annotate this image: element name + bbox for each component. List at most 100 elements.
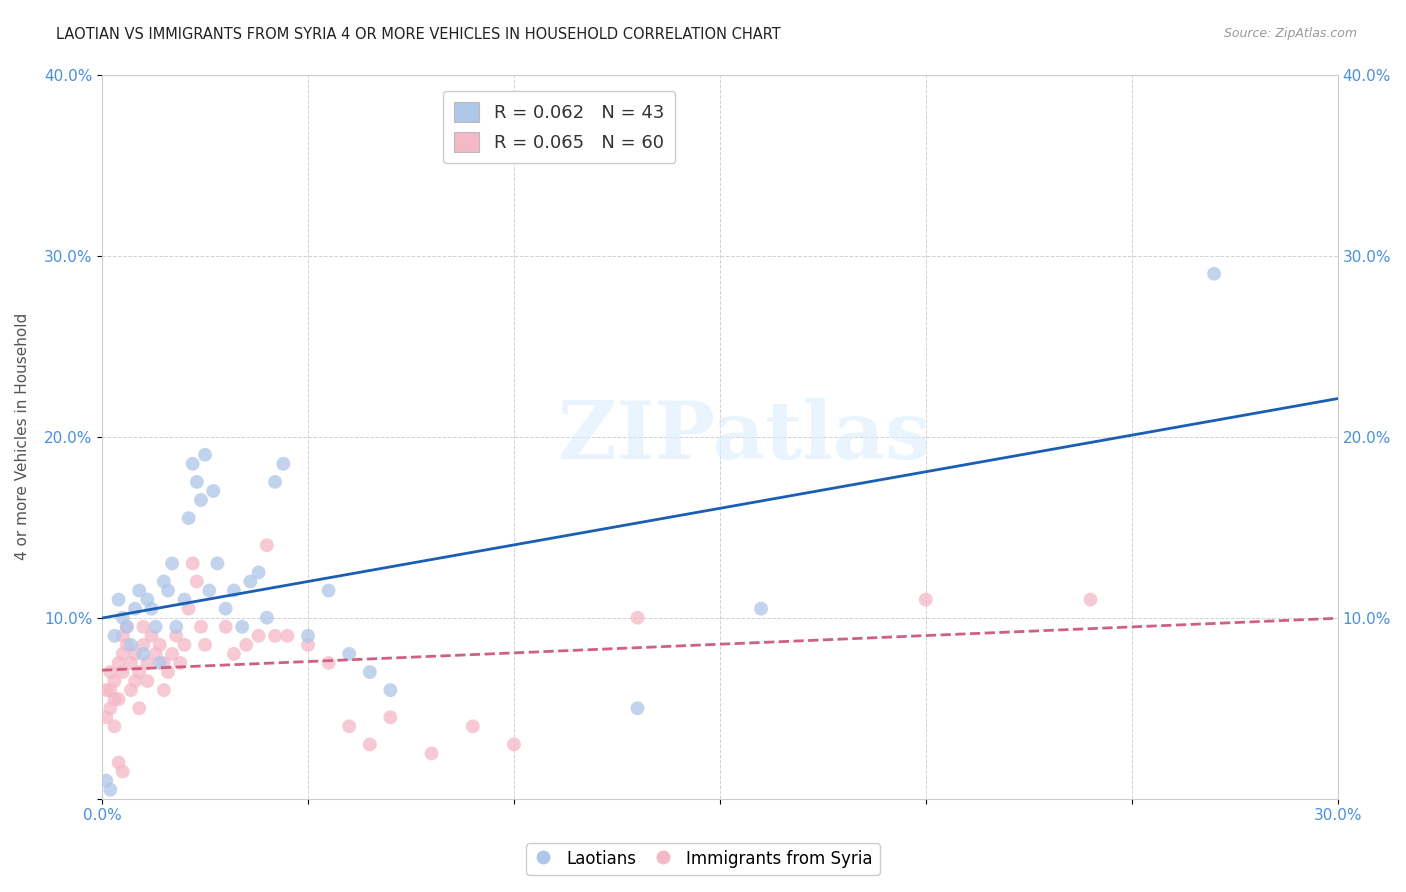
Point — [111, 629, 134, 643]
Point — [177, 511, 200, 525]
Point — [153, 683, 176, 698]
Point — [337, 647, 360, 661]
Point — [256, 538, 278, 552]
Point — [165, 629, 187, 643]
Point — [107, 592, 129, 607]
Point — [149, 638, 172, 652]
Point — [626, 701, 648, 715]
Point — [235, 638, 257, 652]
Point — [145, 647, 167, 661]
Point — [247, 629, 270, 643]
Point — [222, 647, 245, 661]
Point — [198, 583, 221, 598]
Point — [115, 620, 138, 634]
Point — [231, 620, 253, 634]
Point — [461, 719, 484, 733]
Point — [914, 592, 936, 607]
Text: ZIPatlas: ZIPatlas — [558, 398, 931, 475]
Point — [145, 620, 167, 634]
Point — [136, 674, 159, 689]
Point — [96, 683, 118, 698]
Point — [107, 656, 129, 670]
Point — [626, 610, 648, 624]
Point — [337, 719, 360, 733]
Point — [215, 601, 238, 615]
Point — [107, 692, 129, 706]
Point — [503, 738, 526, 752]
Point — [194, 448, 217, 462]
Point — [98, 782, 121, 797]
Text: Source: ZipAtlas.com: Source: ZipAtlas.com — [1223, 27, 1357, 40]
Point — [103, 674, 125, 689]
Point — [107, 756, 129, 770]
Point — [120, 683, 142, 698]
Point — [156, 583, 179, 598]
Point — [149, 656, 172, 670]
Point — [1080, 592, 1102, 607]
Point — [115, 620, 138, 634]
Point — [264, 629, 287, 643]
Point — [173, 638, 195, 652]
Point — [115, 638, 138, 652]
Point — [153, 656, 176, 670]
Point — [165, 620, 187, 634]
Point — [128, 583, 150, 598]
Point — [98, 701, 121, 715]
Legend: R = 0.062   N = 43, R = 0.065   N = 60: R = 0.062 N = 43, R = 0.065 N = 60 — [443, 91, 675, 163]
Point — [96, 710, 118, 724]
Point — [103, 692, 125, 706]
Point — [190, 493, 212, 508]
Point — [222, 583, 245, 598]
Text: LAOTIAN VS IMMIGRANTS FROM SYRIA 4 OR MORE VEHICLES IN HOUSEHOLD CORRELATION CHA: LAOTIAN VS IMMIGRANTS FROM SYRIA 4 OR MO… — [56, 27, 780, 42]
Point — [318, 656, 340, 670]
Point — [186, 475, 208, 489]
Point — [156, 665, 179, 679]
Point — [256, 610, 278, 624]
Point — [153, 574, 176, 589]
Point — [136, 656, 159, 670]
Point — [207, 557, 229, 571]
Point — [749, 601, 772, 615]
Point — [128, 665, 150, 679]
Point — [103, 629, 125, 643]
Point — [380, 710, 402, 724]
Point — [103, 719, 125, 733]
Point — [128, 701, 150, 715]
Point — [273, 457, 295, 471]
Point — [98, 683, 121, 698]
Point — [132, 620, 155, 634]
Point — [247, 566, 270, 580]
Point — [297, 638, 319, 652]
Point — [169, 656, 191, 670]
Point — [111, 764, 134, 779]
Point — [111, 665, 134, 679]
Point — [194, 638, 217, 652]
Point — [181, 557, 204, 571]
Point — [215, 620, 238, 634]
Point — [132, 647, 155, 661]
Point — [124, 601, 146, 615]
Point — [120, 656, 142, 670]
Point — [359, 665, 381, 679]
Point — [160, 557, 183, 571]
Point — [124, 674, 146, 689]
Point — [111, 647, 134, 661]
Point — [190, 620, 212, 634]
Point — [141, 629, 163, 643]
Point — [160, 647, 183, 661]
Legend: Laotians, Immigrants from Syria: Laotians, Immigrants from Syria — [526, 843, 880, 875]
Point — [359, 738, 381, 752]
Point — [264, 475, 287, 489]
Point — [96, 773, 118, 788]
Y-axis label: 4 or more Vehicles in Household: 4 or more Vehicles in Household — [15, 313, 30, 560]
Point — [124, 647, 146, 661]
Point — [120, 638, 142, 652]
Point — [111, 610, 134, 624]
Point — [239, 574, 262, 589]
Point — [1204, 267, 1226, 281]
Point — [276, 629, 298, 643]
Point — [181, 457, 204, 471]
Point — [141, 601, 163, 615]
Point — [173, 592, 195, 607]
Point — [420, 747, 443, 761]
